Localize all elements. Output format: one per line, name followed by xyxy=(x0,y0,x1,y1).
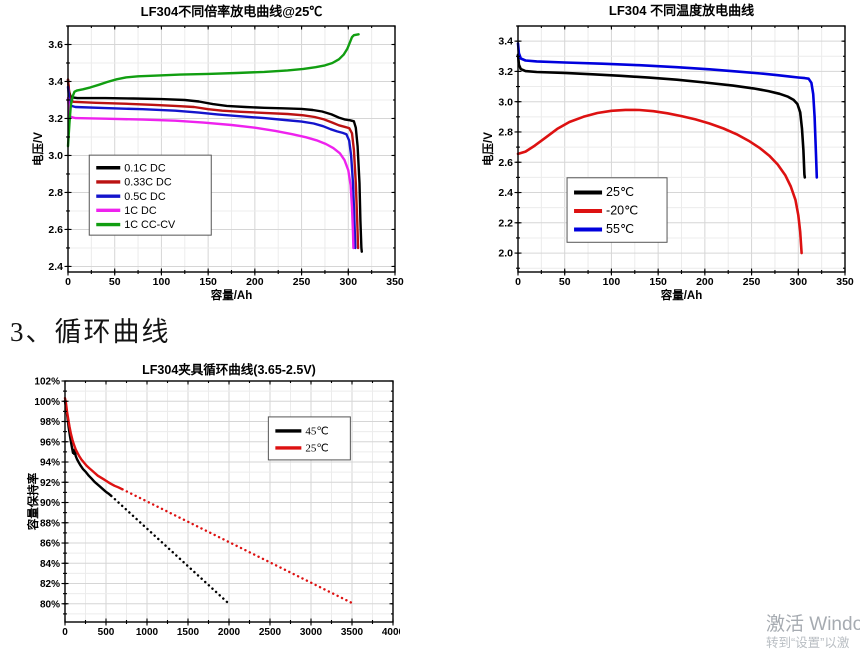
svg-text:1C DC: 1C DC xyxy=(124,205,157,217)
svg-text:350: 350 xyxy=(386,276,404,288)
svg-text:2.4: 2.4 xyxy=(498,187,513,199)
svg-text:电压/V: 电压/V xyxy=(481,132,495,166)
temperature-discharge-chart-svg: 0 50 100 150 200 250 300 350 2.0 2.2 2.4 2.6 2.8 3.0 3… xyxy=(481,3,854,302)
svg-text:84%: 84% xyxy=(40,559,60,570)
svg-text:90%: 90% xyxy=(40,498,60,509)
rate-discharge-chart-svg: 0 50 100 150 200 250 300 350 2.4 2.6 2.8 3.0 3.2 3.4 3… xyxy=(31,4,404,302)
svg-text:3000: 3000 xyxy=(300,627,323,638)
section-heading: 3、循环曲线 xyxy=(10,317,171,347)
svg-text:2.8: 2.8 xyxy=(48,187,63,199)
svg-text:-20℃: -20℃ xyxy=(606,204,638,218)
cycle-life-chart: 0 500 1000 1500 2000 2500 3000 3500 4000 80% 82% 84… xyxy=(25,362,400,647)
svg-text:3.0: 3.0 xyxy=(498,96,513,108)
temperature-discharge-chart: 0 50 100 150 200 250 300 350 2.0 2.2 2.4 2.6 2.8 3.0 3… xyxy=(480,0,860,312)
svg-text:0.33C DC: 0.33C DC xyxy=(124,177,172,189)
svg-text:50: 50 xyxy=(559,276,571,288)
svg-text:102%: 102% xyxy=(34,377,60,388)
svg-text:2.6: 2.6 xyxy=(498,157,513,169)
svg-text:1C CC-CV: 1C CC-CV xyxy=(124,219,176,231)
svg-text:3.6: 3.6 xyxy=(48,39,63,51)
svg-text:3.2: 3.2 xyxy=(498,66,513,78)
svg-text:55℃: 55℃ xyxy=(606,222,634,236)
svg-text:86%: 86% xyxy=(40,539,60,550)
rate-discharge-chart: 0 50 100 150 200 250 300 350 2.4 2.6 2.8 3.0 3.2 3.4 3… xyxy=(30,0,405,312)
svg-text:3500: 3500 xyxy=(341,627,364,638)
svg-text:容量保持率: 容量保持率 xyxy=(26,472,40,531)
windows-activation-watermark-line1: 激活 Windo xyxy=(766,614,860,635)
windows-activation-watermark-line2: 转到“设置”以激 xyxy=(766,636,850,650)
svg-text:容量/Ah: 容量/Ah xyxy=(210,288,253,302)
svg-text:500: 500 xyxy=(98,627,115,638)
svg-text:300: 300 xyxy=(790,276,808,288)
svg-text:0.1C DC: 0.1C DC xyxy=(124,162,166,174)
svg-text:LF304 不同温度放电曲线: LF304 不同温度放电曲线 xyxy=(609,3,754,18)
svg-text:3.2: 3.2 xyxy=(48,113,63,125)
svg-text:100: 100 xyxy=(603,276,621,288)
svg-text:0: 0 xyxy=(62,627,68,638)
svg-text:1000: 1000 xyxy=(136,627,159,638)
svg-text:350: 350 xyxy=(836,276,854,288)
svg-text:3.4: 3.4 xyxy=(48,76,63,88)
svg-text:250: 250 xyxy=(293,276,311,288)
svg-text:LF304不同倍率放电曲线@25℃: LF304不同倍率放电曲线@25℃ xyxy=(141,4,323,19)
svg-text:25℃: 25℃ xyxy=(606,185,634,199)
svg-text:3.4: 3.4 xyxy=(498,36,513,48)
svg-text:150: 150 xyxy=(199,276,217,288)
svg-text:50: 50 xyxy=(109,276,121,288)
svg-text:2.0: 2.0 xyxy=(498,248,513,260)
svg-text:92%: 92% xyxy=(40,478,60,489)
svg-text:2.2: 2.2 xyxy=(498,217,513,229)
svg-text:100%: 100% xyxy=(34,397,60,408)
svg-text:88%: 88% xyxy=(40,518,60,529)
svg-text:25℃: 25℃ xyxy=(305,443,328,455)
svg-text:2.4: 2.4 xyxy=(48,261,63,273)
svg-text:80%: 80% xyxy=(40,599,60,610)
svg-text:LF304夹具循环曲线(3.65-2.5V): LF304夹具循环曲线(3.65-2.5V) xyxy=(142,362,316,377)
svg-text:4000: 4000 xyxy=(382,627,400,638)
svg-text:200: 200 xyxy=(246,276,264,288)
svg-text:3.0: 3.0 xyxy=(48,150,63,162)
svg-text:2500: 2500 xyxy=(259,627,282,638)
svg-text:2.6: 2.6 xyxy=(48,224,63,236)
cycle-life-chart-svg: 0 500 1000 1500 2000 2500 3000 3500 4000 80% 82% 84… xyxy=(26,362,400,638)
svg-text:100: 100 xyxy=(153,276,171,288)
svg-text:200: 200 xyxy=(696,276,714,288)
svg-text:容量/Ah: 容量/Ah xyxy=(660,288,703,302)
svg-text:150: 150 xyxy=(649,276,667,288)
svg-text:2000: 2000 xyxy=(218,627,241,638)
svg-text:82%: 82% xyxy=(40,579,60,590)
svg-text:94%: 94% xyxy=(40,458,60,469)
svg-text:0: 0 xyxy=(515,276,521,288)
svg-text:0: 0 xyxy=(65,276,71,288)
svg-text:300: 300 xyxy=(340,276,358,288)
svg-text:1500: 1500 xyxy=(177,627,200,638)
svg-text:电压/V: 电压/V xyxy=(31,132,45,166)
svg-text:250: 250 xyxy=(743,276,761,288)
svg-text:98%: 98% xyxy=(40,417,60,428)
svg-text:0.5C DC: 0.5C DC xyxy=(124,191,166,203)
svg-text:96%: 96% xyxy=(40,437,60,448)
svg-text:45℃: 45℃ xyxy=(305,426,328,438)
svg-text:2.8: 2.8 xyxy=(498,127,513,139)
